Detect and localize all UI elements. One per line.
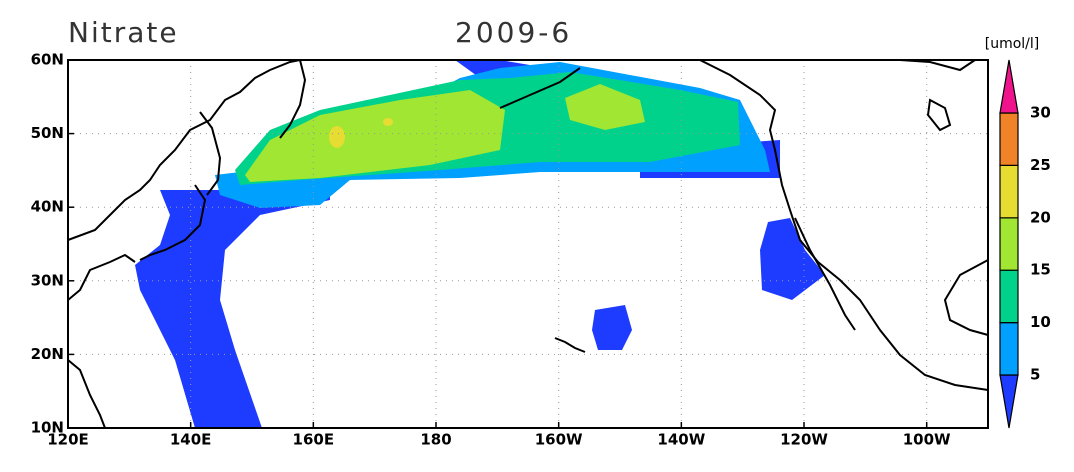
nitrate-field <box>135 60 825 428</box>
coastline <box>67 359 106 429</box>
colorbar: 5 10 15 20 25 30 <box>999 59 1051 429</box>
colorbar-label: 5 <box>1030 366 1040 384</box>
lon-tick-label: 160E <box>293 431 335 449</box>
units: [umol/l] <box>985 36 1040 52</box>
coastline <box>899 59 976 72</box>
map-frame <box>67 59 989 429</box>
coastline <box>199 111 222 196</box>
coastline <box>499 67 581 109</box>
coastline <box>67 253 136 301</box>
coastline <box>139 184 207 261</box>
date: 2009-6 <box>455 16 572 49</box>
colorbar-label: 20 <box>1030 208 1051 226</box>
colorbar-bin <box>999 59 1019 114</box>
coastline <box>943 259 989 336</box>
lat-tick-label: 50N <box>31 124 64 142</box>
coastlines <box>67 59 989 429</box>
field-region <box>135 190 330 428</box>
field-region <box>760 218 825 300</box>
lat-tick-label: 30N <box>31 271 64 289</box>
lat-tick-label: 20N <box>31 345 64 363</box>
lon-tick-label: 180 <box>420 431 451 449</box>
title: Nitrate <box>68 16 179 49</box>
colorbar-bin <box>999 374 1019 429</box>
lat-tick-label: 10N <box>31 419 64 437</box>
lat-tick-label: 40N <box>31 198 64 216</box>
lon-tick-label: 140W <box>657 431 705 449</box>
lon-tick-label: 120E <box>47 431 89 449</box>
graticule <box>68 60 988 428</box>
colorbar-bin <box>999 112 1019 166</box>
field-region <box>592 305 632 350</box>
colorbar-bin <box>999 217 1019 271</box>
lon-tick-label: 160W <box>535 431 583 449</box>
field-region <box>565 84 645 130</box>
colorbar-bin <box>999 269 1019 324</box>
colorbar-label: 25 <box>1030 156 1051 174</box>
lat-tick-label: 60N <box>31 51 64 69</box>
colorbar-label: 10 <box>1030 313 1051 331</box>
field-region <box>329 126 345 148</box>
coastline <box>279 59 307 139</box>
coastline <box>926 98 952 132</box>
lon-tick-label: 140E <box>170 431 212 449</box>
colorbar-label: 30 <box>1030 104 1051 122</box>
colorbar-bin <box>999 322 1019 376</box>
colorbar-bin <box>999 164 1019 219</box>
coastline <box>699 59 989 391</box>
lon-tick-label: 100W <box>903 431 951 449</box>
coastline <box>554 337 586 353</box>
coastline <box>67 59 301 241</box>
coastline <box>794 217 856 331</box>
colorbar-label: 15 <box>1030 261 1051 279</box>
field-region <box>383 118 393 126</box>
field-region <box>245 90 505 182</box>
lon-tick-label: 120W <box>780 431 828 449</box>
